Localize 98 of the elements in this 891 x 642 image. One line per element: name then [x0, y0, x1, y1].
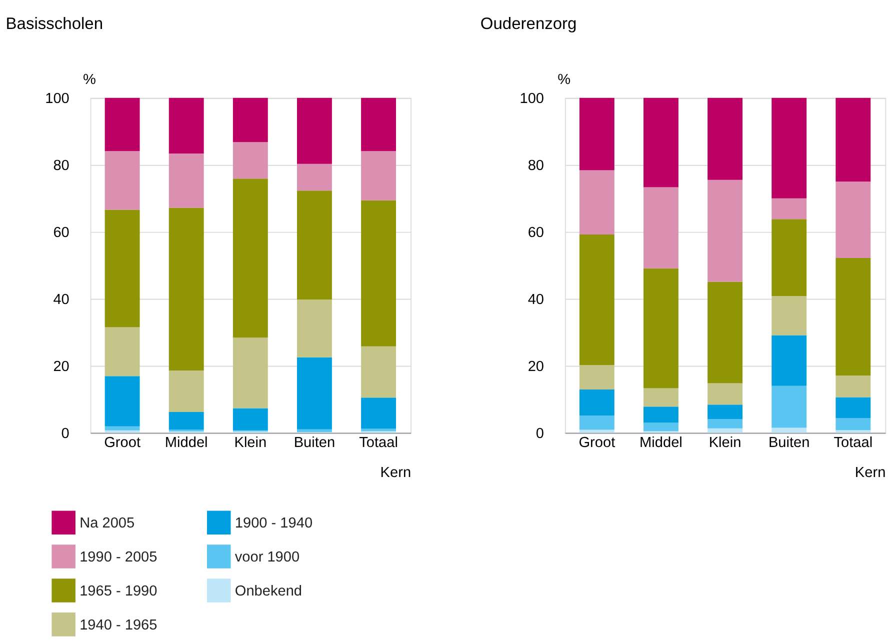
bar [297, 164, 332, 191]
legend-label: voor 1900 [234, 549, 300, 566]
y-tick-label: 0 [536, 426, 544, 442]
legend-label: 1940 - 1965 [80, 617, 158, 634]
bar [232, 178, 268, 338]
bar [297, 98, 332, 164]
bar [104, 426, 140, 430]
x-tick-label: Middel [164, 434, 208, 451]
bar [836, 430, 871, 433]
y-tick-label: 60 [528, 225, 544, 242]
x-axis-title: Kern [854, 464, 886, 481]
bar [104, 151, 140, 210]
bar [644, 406, 678, 423]
bar [772, 296, 807, 336]
bar [168, 153, 204, 208]
bar [104, 327, 140, 376]
y-tick-label: 100 [45, 91, 70, 108]
bar [836, 418, 871, 430]
x-tick-label: Klein [234, 434, 267, 451]
bar [579, 416, 614, 430]
bar [579, 365, 614, 390]
bar [708, 404, 742, 420]
bar [579, 390, 614, 416]
x-tick-label: Groot [578, 434, 616, 451]
legend-label: 1900 - 1940 [234, 516, 313, 532]
x-axis-title: Kern [380, 464, 412, 481]
bar [836, 375, 871, 398]
bar [361, 398, 396, 429]
bar [836, 182, 871, 258]
y-axis-title: % [82, 72, 96, 88]
legend-label: Onbekend [234, 583, 302, 600]
y-tick-label: 40 [53, 292, 70, 308]
bar [708, 419, 742, 428]
bar [104, 430, 140, 433]
bar [644, 388, 678, 407]
x-tick-label: Groot [104, 434, 140, 451]
legend-label: Na 2005 [80, 516, 135, 532]
bar [361, 151, 396, 200]
bar [772, 198, 807, 220]
bar [297, 190, 332, 300]
bar [104, 376, 140, 426]
bar [168, 370, 204, 412]
y-tick-label: 80 [528, 158, 544, 174]
bar [104, 98, 140, 152]
bar [836, 98, 871, 182]
y-tick-label: 20 [528, 359, 544, 376]
bar [297, 429, 332, 432]
bar [772, 386, 807, 428]
bar [297, 299, 332, 358]
bar [708, 180, 742, 282]
bar [708, 383, 742, 405]
bar [232, 142, 268, 179]
legend-label: 1990 - 2005 [80, 549, 158, 566]
bar [644, 187, 678, 268]
legend-label: 1965 - 1990 [80, 583, 158, 600]
bar [361, 346, 396, 398]
x-tick-label: Buiten [294, 434, 336, 451]
bar [836, 258, 871, 376]
bar [772, 98, 807, 198]
bar [708, 282, 742, 384]
bar [579, 170, 614, 235]
bar [644, 422, 678, 432]
y-axis-title: % [558, 72, 571, 88]
bar [708, 428, 742, 433]
bar [361, 428, 396, 432]
chart-title: Basisscholen [6, 14, 104, 33]
chart-title: Ouderenzorg [480, 14, 577, 33]
x-tick-label: Klein [708, 434, 742, 451]
x-tick-label: Middel [640, 434, 682, 451]
bar [579, 430, 614, 433]
bar [772, 335, 807, 386]
bar [168, 412, 204, 430]
y-tick-label: 60 [53, 225, 70, 242]
y-tick-label: 0 [61, 426, 70, 442]
y-tick-label: 20 [53, 359, 70, 376]
y-tick-label: 40 [528, 292, 544, 308]
bar [644, 98, 678, 188]
bar [836, 397, 871, 418]
bar [232, 338, 268, 408]
bar [708, 98, 742, 180]
bar [644, 268, 678, 388]
bar [168, 98, 204, 154]
bar [297, 357, 332, 430]
y-tick-label: 80 [53, 158, 70, 174]
bar [579, 234, 614, 366]
bar [232, 98, 268, 142]
x-tick-label: Totaal [834, 434, 873, 451]
bar [361, 200, 396, 346]
bar [772, 219, 807, 296]
bar [772, 428, 807, 433]
x-tick-label: Buiten [768, 434, 810, 451]
y-tick-label: 100 [520, 91, 544, 108]
bar [232, 408, 268, 430]
x-tick-label: Totaal [359, 434, 398, 451]
bar [361, 98, 396, 152]
bar [579, 98, 614, 170]
bar [104, 210, 140, 328]
bar [168, 208, 204, 370]
